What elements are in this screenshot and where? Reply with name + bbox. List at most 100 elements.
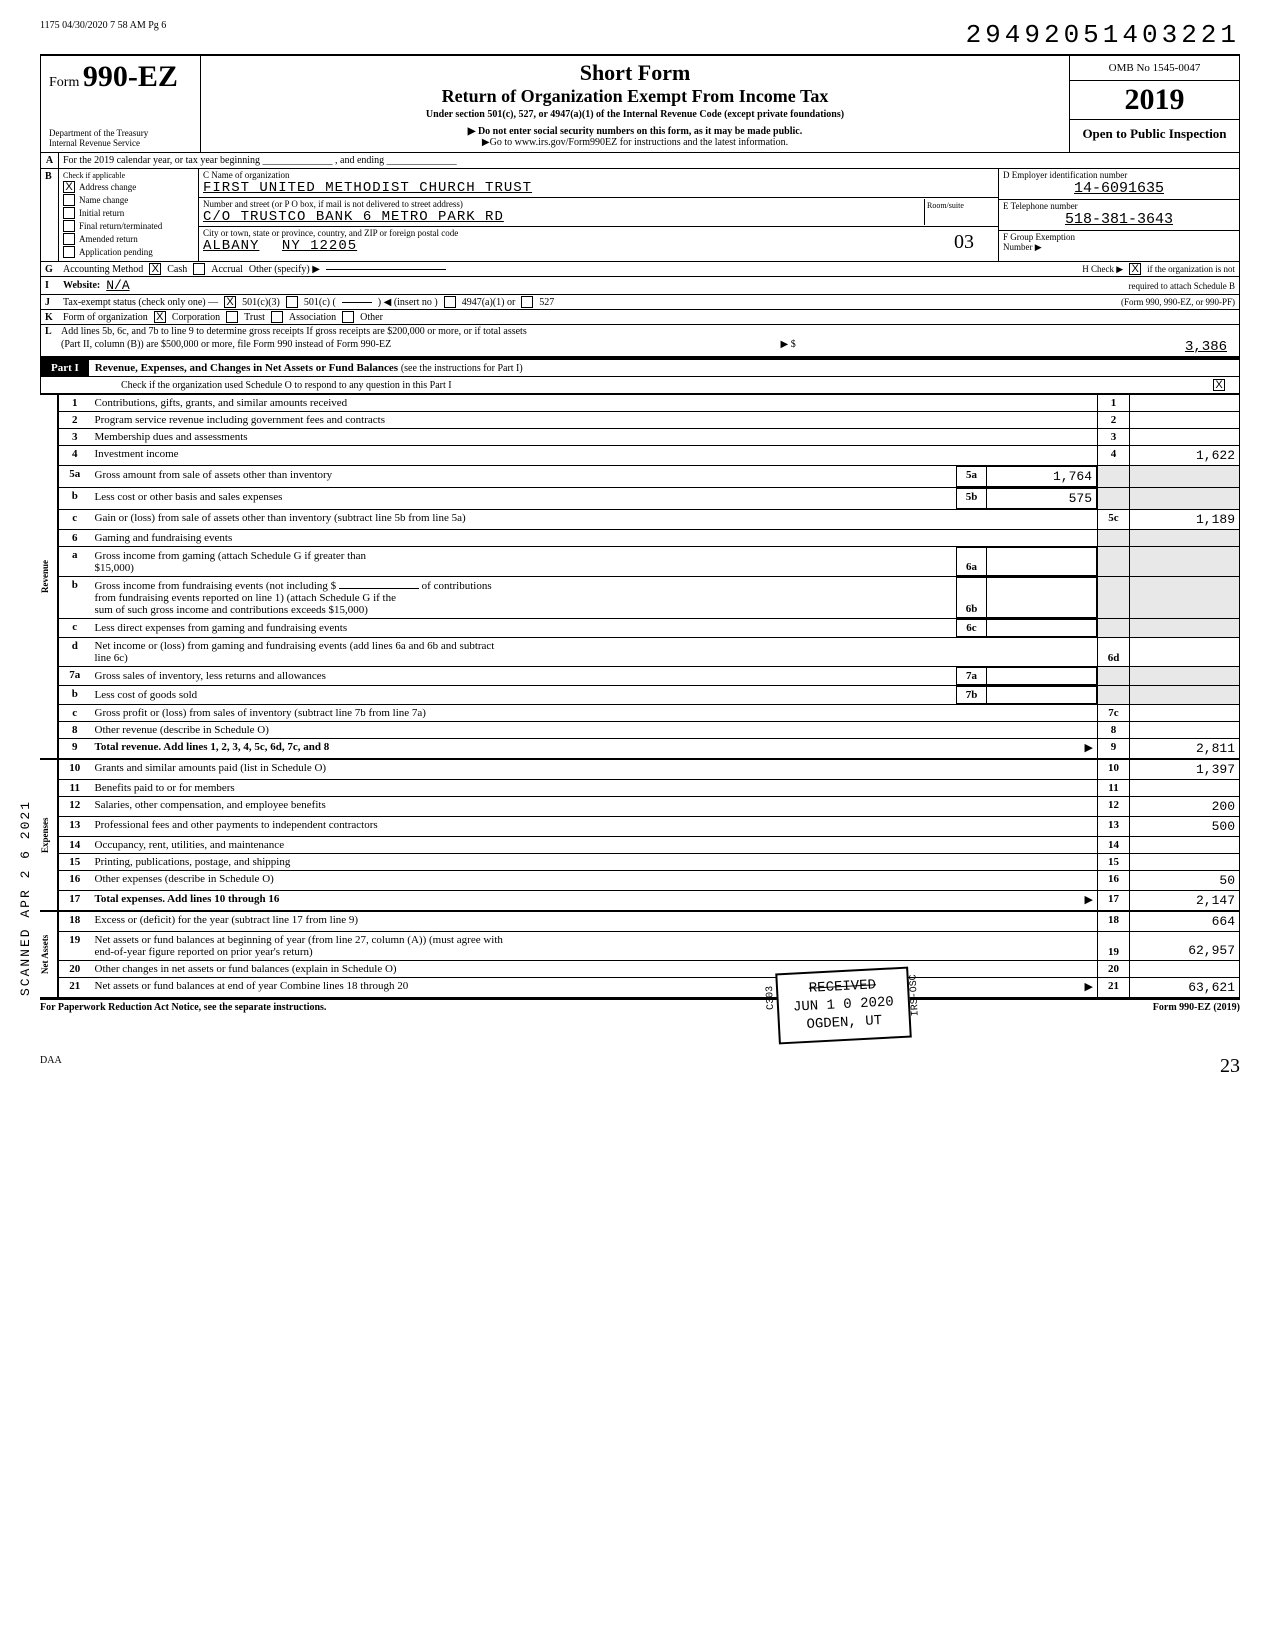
line-6-desc: Gaming and fundraising events	[91, 530, 1098, 547]
checkbox-501c[interactable]	[286, 296, 298, 308]
checkbox-other-org[interactable]	[342, 311, 354, 323]
city-label: City or town, state or province, country…	[203, 228, 954, 238]
line-6b-blank[interactable]	[339, 588, 419, 589]
association-label: Association	[289, 312, 336, 323]
501c-label: 501(c) (	[304, 297, 336, 308]
line-6d-desc2: line 6c)	[95, 652, 1094, 664]
table-row: cGain or (loss) from sale of assets othe…	[59, 510, 1240, 530]
check-address-change[interactable]: XAddress change	[63, 181, 194, 193]
cash-label: Cash	[167, 264, 187, 275]
line-6a-num: a	[59, 547, 91, 577]
check-initial-return[interactable]: Initial return	[63, 207, 194, 219]
line-6b-desc4: sum of such gross income and contributio…	[95, 604, 953, 616]
table-row: 17Total expenses. Add lines 10 through 1…	[59, 891, 1240, 911]
table-row: aGross income from gaming (attach Schedu…	[59, 547, 1240, 577]
table-row: 14Occupancy, rent, utilities, and mainte…	[59, 837, 1240, 854]
line-6-shaded	[1098, 530, 1130, 547]
line-12-desc: Salaries, other compensation, and employ…	[91, 797, 1098, 817]
line-20-amt	[1130, 961, 1240, 978]
instructions-url: ▶Go to www.irs.gov/Form990EZ for instruc…	[211, 137, 1059, 148]
checkbox-527[interactable]	[521, 296, 533, 308]
expenses-side-label: Expenses	[40, 759, 58, 911]
line-19-desc1: Net assets or fund balances at beginning…	[95, 934, 1094, 946]
table-row: 15Printing, publications, postage, and s…	[59, 854, 1240, 871]
line-a-letter: A	[41, 153, 59, 168]
paperwork-notice: For Paperwork Reduction Act Notice, see …	[40, 1002, 326, 1013]
line-5a-shaded-amt	[1130, 466, 1240, 488]
line-9-desc: Total revenue. Add lines 1, 2, 3, 4, 5c,…	[95, 741, 330, 753]
checkbox-schedule-o[interactable]: X	[1213, 379, 1225, 391]
line-7b-num: b	[59, 686, 91, 705]
received-stamp: C303 IRS-OSC RECEIVED JUN 1 0 2020 OGDEN…	[775, 967, 911, 1044]
checkbox-association[interactable]	[271, 311, 283, 323]
line-9-amt: 2,811	[1130, 739, 1240, 759]
stamp-irs-osc: IRS-OSC	[907, 974, 922, 1017]
street-value: C/O TRUSTCO BANK 6 METRO PARK RD	[203, 209, 924, 225]
check-application-pending[interactable]: Application pending	[63, 246, 194, 258]
501c-insert-field[interactable]	[342, 302, 372, 303]
line-7a-desc: Gross sales of inventory, less returns a…	[91, 668, 957, 685]
checkbox-accrual[interactable]	[193, 263, 205, 275]
line-20-box: 20	[1098, 961, 1130, 978]
line-2-box: 2	[1098, 412, 1130, 429]
checkbox-final-return[interactable]	[63, 220, 75, 232]
checkbox-name-change[interactable]	[63, 194, 75, 206]
group-exemption-label: F Group Exemption	[1003, 232, 1235, 242]
other-org-label: Other	[360, 312, 383, 323]
line-7a-shaded	[1098, 667, 1130, 686]
checkbox-cash[interactable]: X	[149, 263, 161, 275]
line-13-num: 13	[59, 817, 91, 837]
line-2-amt	[1130, 412, 1240, 429]
line-6a-shaded-amt	[1130, 547, 1240, 577]
line-6d-num: d	[59, 638, 91, 667]
checkbox-application-pending[interactable]	[63, 246, 75, 258]
room-label: Room/suite	[927, 201, 992, 210]
check-amended-return[interactable]: Amended return	[63, 233, 194, 245]
line-19-box: 19	[1098, 932, 1130, 961]
line-7b-desc: Less cost of goods sold	[91, 687, 957, 704]
org-name-label: C Name of organization	[203, 170, 994, 180]
line-21-num: 21	[59, 978, 91, 998]
line-7c-amt	[1130, 705, 1240, 722]
checkbox-amended-return[interactable]	[63, 233, 75, 245]
form-footer-id: Form 990-EZ (2019)	[1153, 1002, 1240, 1013]
line-g-letter: G	[45, 264, 57, 275]
checkbox-initial-return[interactable]	[63, 207, 75, 219]
line-3-amt	[1130, 429, 1240, 446]
line-11-amt	[1130, 780, 1240, 797]
line-k-letter: K	[45, 312, 57, 323]
line-6-shaded-amt	[1130, 530, 1240, 547]
check-name-change[interactable]: Name change	[63, 194, 194, 206]
line-6d-desc1: Net income or (loss) from gaming and fun…	[95, 640, 1094, 652]
check-final-return[interactable]: Final return/terminated	[63, 220, 194, 232]
table-row: cLess direct expenses from gaming and fu…	[59, 619, 1240, 638]
expenses-table: 10Grants and similar amounts paid (list …	[58, 759, 1240, 911]
scanned-stamp: SCANNED APR 2 6 2021	[18, 800, 33, 996]
line-21-amt: 63,621	[1130, 978, 1240, 998]
checkbox-501c3[interactable]: X	[224, 296, 236, 308]
table-row: 9Total revenue. Add lines 1, 2, 3, 4, 5c…	[59, 739, 1240, 759]
line-3-box: 3	[1098, 429, 1130, 446]
line-6c-ibox: 6c	[957, 620, 987, 637]
527-label: 527	[539, 297, 554, 308]
line-6b-desc1: Gross income from fundraising events (no…	[95, 580, 337, 592]
line-5c-box: 5c	[1098, 510, 1130, 530]
handwritten-03: 03	[954, 231, 994, 254]
checkbox-corporation[interactable]: X	[154, 311, 166, 323]
handwritten-23: 23	[1220, 1055, 1240, 1078]
checkbox-4947a1[interactable]	[444, 296, 456, 308]
checkbox-trust[interactable]	[226, 311, 238, 323]
line-5a-desc: Gross amount from sale of assets other t…	[91, 467, 957, 487]
line-l-text1: Add lines 5b, 6c, and 7b to line 9 to de…	[61, 326, 527, 337]
checkbox-address-change[interactable]: X	[63, 181, 75, 193]
line-b-letter: B	[41, 169, 59, 261]
other-method-field[interactable]	[326, 269, 446, 270]
line-17-amt: 2,147	[1130, 891, 1240, 911]
line-5a-ibox: 5a	[957, 467, 987, 487]
line-14-num: 14	[59, 837, 91, 854]
part1-subtitle: (see the instructions for Part I)	[401, 363, 523, 374]
table-row: cGross profit or (loss) from sales of in…	[59, 705, 1240, 722]
line-16-amt: 50	[1130, 871, 1240, 891]
ein-value: 14-6091635	[1003, 180, 1235, 197]
checkbox-no-schedule-b[interactable]: X	[1129, 263, 1141, 275]
